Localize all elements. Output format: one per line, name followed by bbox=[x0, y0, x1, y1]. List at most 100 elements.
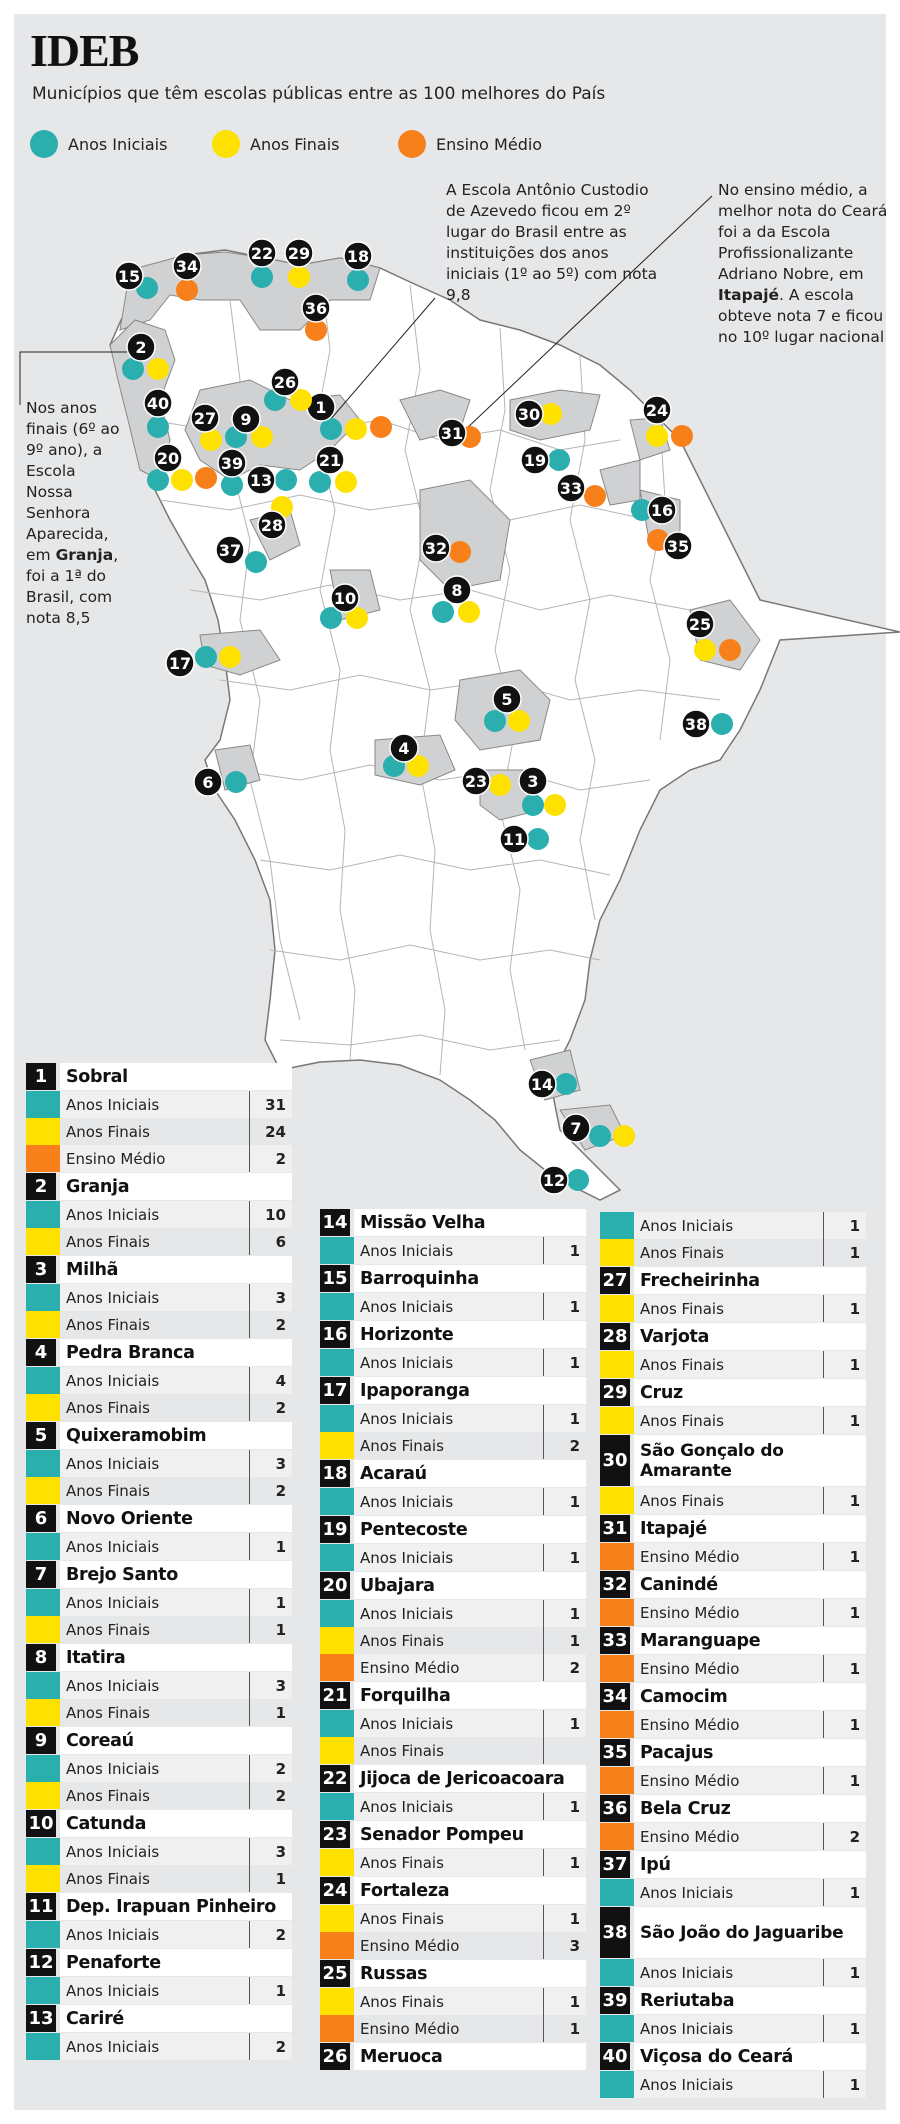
marker-number: 26 bbox=[274, 373, 296, 392]
marker-badge bbox=[315, 445, 345, 475]
category-swatch bbox=[26, 1616, 60, 1643]
table-row: Anos Iniciais 3 bbox=[26, 1284, 292, 1311]
marker-number: 16 bbox=[651, 501, 673, 520]
marker-badge bbox=[126, 332, 156, 362]
category-label: Anos Iniciais bbox=[634, 1879, 823, 1906]
category-label: Anos Iniciais bbox=[354, 1488, 543, 1515]
municipality-header: 33 Maranguape bbox=[600, 1626, 866, 1655]
category-count: 1 bbox=[823, 1212, 866, 1239]
table-row: Anos Finais 1 bbox=[26, 1616, 292, 1643]
marker-badge bbox=[685, 609, 715, 639]
category-count: 1 bbox=[823, 1879, 866, 1906]
municipality-number: 7 bbox=[26, 1561, 56, 1588]
municipality-number: 1 bbox=[26, 1063, 56, 1090]
municipality-number: 4 bbox=[26, 1339, 56, 1366]
orange-dot-icon bbox=[398, 130, 426, 158]
table-row: Anos Iniciais 3 bbox=[26, 1672, 292, 1699]
marker-badge bbox=[520, 445, 550, 475]
category-label: Anos Iniciais bbox=[60, 1755, 249, 1782]
teal-dot-icon bbox=[484, 710, 506, 732]
table-row: Anos Iniciais 1 bbox=[320, 1488, 586, 1515]
yellow-dot-icon bbox=[335, 471, 357, 493]
category-label: Anos Finais bbox=[634, 1487, 823, 1514]
marker-number: 27 bbox=[194, 409, 216, 428]
marker-badge bbox=[492, 684, 522, 714]
category-swatch bbox=[320, 1737, 354, 1764]
orange-dot-icon bbox=[176, 279, 198, 301]
marker-badge bbox=[114, 261, 144, 291]
category-label: Anos Finais bbox=[354, 1988, 543, 2015]
municipality-name: Granja bbox=[60, 1173, 292, 1200]
yellow-dot-icon bbox=[147, 358, 169, 380]
teal-dot-icon bbox=[147, 416, 169, 438]
marker-number: 6 bbox=[202, 773, 213, 792]
municipality-number: 10 bbox=[26, 1810, 56, 1837]
municipality-header: 7 Brejo Santo bbox=[26, 1560, 292, 1589]
table-row: Anos Iniciais 2 bbox=[26, 1755, 292, 1782]
category-label: Anos Finais bbox=[354, 1905, 543, 1932]
teal-dot-icon bbox=[225, 771, 247, 793]
table-row: Ensino Médio 1 bbox=[320, 2015, 586, 2042]
table-row: Anos Iniciais 1 bbox=[600, 2015, 866, 2042]
category-swatch bbox=[320, 1293, 354, 1320]
municipality-header: 3 Milhã bbox=[26, 1255, 292, 1284]
category-swatch bbox=[320, 1627, 354, 1654]
teal-dot-icon bbox=[589, 1125, 611, 1147]
municipality-header: 14 Missão Velha bbox=[320, 1208, 586, 1237]
municipality-header: 2 Granja bbox=[26, 1172, 292, 1201]
marker-badge bbox=[247, 238, 277, 268]
marker-badge bbox=[461, 766, 491, 796]
table-row: Anos Iniciais 1 bbox=[320, 1600, 586, 1627]
marker-badge bbox=[172, 251, 202, 281]
category-swatch bbox=[600, 1543, 634, 1570]
marker-number: 38 bbox=[685, 715, 707, 734]
municipality-name: Bela Cruz bbox=[634, 1795, 866, 1822]
yellow-dot-icon bbox=[290, 389, 312, 411]
municipality-number: 21 bbox=[320, 1682, 350, 1709]
municipality-number: 15 bbox=[320, 1265, 350, 1292]
category-count: 1 bbox=[823, 1295, 866, 1322]
table-row: Anos Iniciais 1 bbox=[320, 1710, 586, 1737]
municipality-header: 11 Dep. Irapuan Pinheiro bbox=[26, 1892, 292, 1921]
yellow-dot-icon bbox=[407, 755, 429, 777]
teal-dot-icon bbox=[567, 1169, 589, 1191]
category-label: Anos Iniciais bbox=[60, 1589, 249, 1616]
annotation-text: . A escola obteve nota 7 e ficou no 10º … bbox=[718, 286, 885, 346]
marker-badge bbox=[442, 575, 472, 605]
category-count: 1 bbox=[823, 1599, 866, 1626]
municipality-header: 15 Barroquinha bbox=[320, 1264, 586, 1293]
yellow-dot-icon bbox=[200, 429, 222, 451]
legend-item-anos-finais: Anos Finais bbox=[212, 130, 340, 158]
yellow-dot-icon bbox=[544, 794, 566, 816]
table-row: Ensino Médio 1 bbox=[600, 1543, 866, 1570]
yellow-dot-icon bbox=[540, 403, 562, 425]
table-row: Anos Iniciais 31 bbox=[26, 1091, 292, 1118]
municipality-number: 29 bbox=[600, 1379, 630, 1406]
marker-number: 7 bbox=[570, 1119, 581, 1138]
municipality-number: 33 bbox=[600, 1627, 630, 1654]
table-row: Ensino Médio 1 bbox=[600, 1711, 866, 1738]
category-swatch bbox=[600, 1351, 634, 1378]
category-count: 1 bbox=[543, 1710, 586, 1737]
municipality-name: Pentecoste bbox=[354, 1516, 586, 1543]
table-row: Anos Iniciais 1 bbox=[320, 1405, 586, 1432]
category-count: 2 bbox=[249, 1311, 292, 1338]
marker-number: 29 bbox=[288, 244, 310, 263]
category-count: 1 bbox=[823, 2071, 866, 2098]
municipality-number: 17 bbox=[320, 1377, 350, 1404]
category-count: 1 bbox=[823, 1543, 866, 1570]
municipality-header: 13 Cariré bbox=[26, 2004, 292, 2033]
municipality-name: Maranguape bbox=[634, 1627, 866, 1654]
municipality-name: Jijoca de Jericoacoara bbox=[354, 1765, 586, 1792]
category-label: Ensino Médio bbox=[360, 1936, 460, 1955]
municipality-name: Reriutaba bbox=[634, 1987, 866, 2014]
category-label: Anos Finais bbox=[360, 1631, 444, 1650]
municipality-number: 11 bbox=[26, 1893, 56, 1920]
legend-item-anos-iniciais: Anos Iniciais bbox=[30, 130, 167, 158]
municipality-number: 35 bbox=[600, 1739, 630, 1766]
category-count: 1 bbox=[543, 1627, 586, 1654]
marker-badge bbox=[343, 241, 373, 271]
table-row: Ensino Médio 1 bbox=[600, 1655, 866, 1682]
marker-badge bbox=[153, 443, 183, 473]
category-swatch bbox=[320, 1432, 354, 1459]
